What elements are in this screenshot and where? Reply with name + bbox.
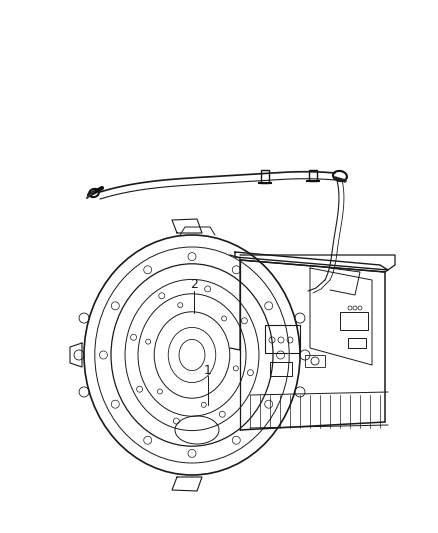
Bar — [265, 325, 300, 353]
Bar — [261, 171, 269, 183]
Bar — [305, 355, 325, 367]
Text: 1: 1 — [204, 364, 212, 376]
Bar — [309, 170, 317, 181]
Text: 2: 2 — [190, 279, 198, 292]
Bar — [348, 338, 366, 348]
Bar — [270, 362, 292, 376]
Bar — [340, 312, 368, 330]
